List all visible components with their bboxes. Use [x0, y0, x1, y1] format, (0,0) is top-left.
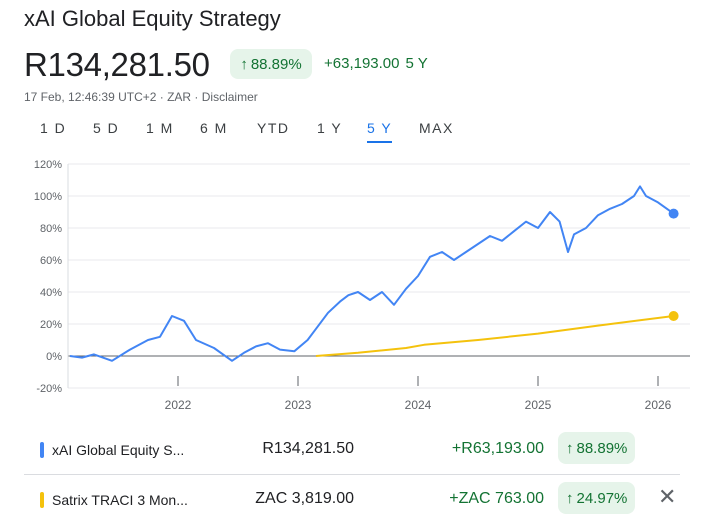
x-tick-label: 2022: [165, 398, 192, 412]
x-tick-label: 2024: [405, 398, 432, 412]
tab-1d[interactable]: 1 D: [40, 120, 67, 136]
comparison-row[interactable]: Satrix TRACI 3 Mon... ZAC 3,819.00 +ZAC …: [24, 480, 680, 524]
y-tick-label: 100%: [34, 191, 62, 203]
series-line: [315, 315, 674, 357]
row-percent-badge: ↑ 88.89%: [558, 432, 636, 464]
row-value: ZAC 3,819.00: [255, 490, 354, 507]
series-line: [69, 185, 675, 362]
y-tick-label: 0%: [46, 351, 62, 363]
y-tick-label: 40%: [40, 287, 62, 299]
row-change: +R63,193.00: [451, 440, 544, 457]
x-tick-label: 2025: [525, 398, 552, 412]
y-tick-label: 20%: [40, 319, 62, 331]
series-color-bar: [40, 442, 44, 458]
comparison-row[interactable]: xAI Global Equity S... R134,281.50 +R63,…: [24, 430, 680, 474]
row-change: +ZAC 763.00: [449, 490, 544, 507]
series-color-bar: [40, 492, 44, 508]
absolute-change: +63,193.00 5 Y: [324, 55, 428, 72]
y-tick-label: -20%: [36, 383, 62, 395]
up-arrow-icon: ↑: [566, 439, 574, 457]
page-title: xAI Global Equity Strategy: [24, 6, 281, 31]
up-arrow-icon: ↑: [566, 489, 574, 507]
tab-5y[interactable]: 5 Y: [367, 118, 393, 143]
timestamp-meta: 17 Feb, 12:46:39 UTC+2 · ZAR · Disclaime…: [24, 90, 258, 104]
series-endpoint: [668, 208, 679, 219]
row-percent: 88.89%: [576, 439, 628, 457]
close-icon[interactable]: ✕: [658, 484, 677, 509]
tab-5d[interactable]: 5 D: [93, 120, 120, 136]
tab-6m[interactable]: 6 M: [200, 120, 228, 136]
series-endpoint: [668, 311, 679, 321]
y-tick-label: 120%: [34, 159, 62, 171]
percent-change-badge: ↑ 88.89%: [230, 49, 312, 79]
y-tick-label: 60%: [40, 255, 62, 267]
row-name: Satrix TRACI 3 Mon...: [52, 492, 188, 508]
x-tick-label: 2023: [285, 398, 312, 412]
x-tick-label: 2026: [645, 398, 672, 412]
tab-1m[interactable]: 1 M: [146, 120, 174, 136]
tab-1y[interactable]: 1 Y: [317, 120, 343, 136]
tab-max[interactable]: MAX: [419, 120, 454, 136]
percent-change-value: 88.89%: [250, 55, 302, 73]
performance-chart[interactable]: 120% 100% 80% 60% 40% 20% 0% -20% 2022 2023 2024 20…: [0, 150, 706, 420]
row-value: R134,281.50: [262, 440, 354, 457]
tab-ytd[interactable]: YTD: [257, 120, 290, 136]
absolute-change-value: +63,193.00: [324, 55, 400, 72]
row-percent: 24.97%: [576, 489, 628, 507]
row-divider: [24, 474, 680, 475]
row-percent-badge: ↑ 24.97%: [558, 482, 636, 514]
current-price: R134,281.50: [24, 46, 210, 83]
period-label: 5 Y: [405, 55, 428, 72]
y-tick-label: 80%: [40, 223, 62, 235]
up-arrow-icon: ↑: [240, 55, 248, 73]
row-name: xAI Global Equity S...: [52, 442, 185, 458]
